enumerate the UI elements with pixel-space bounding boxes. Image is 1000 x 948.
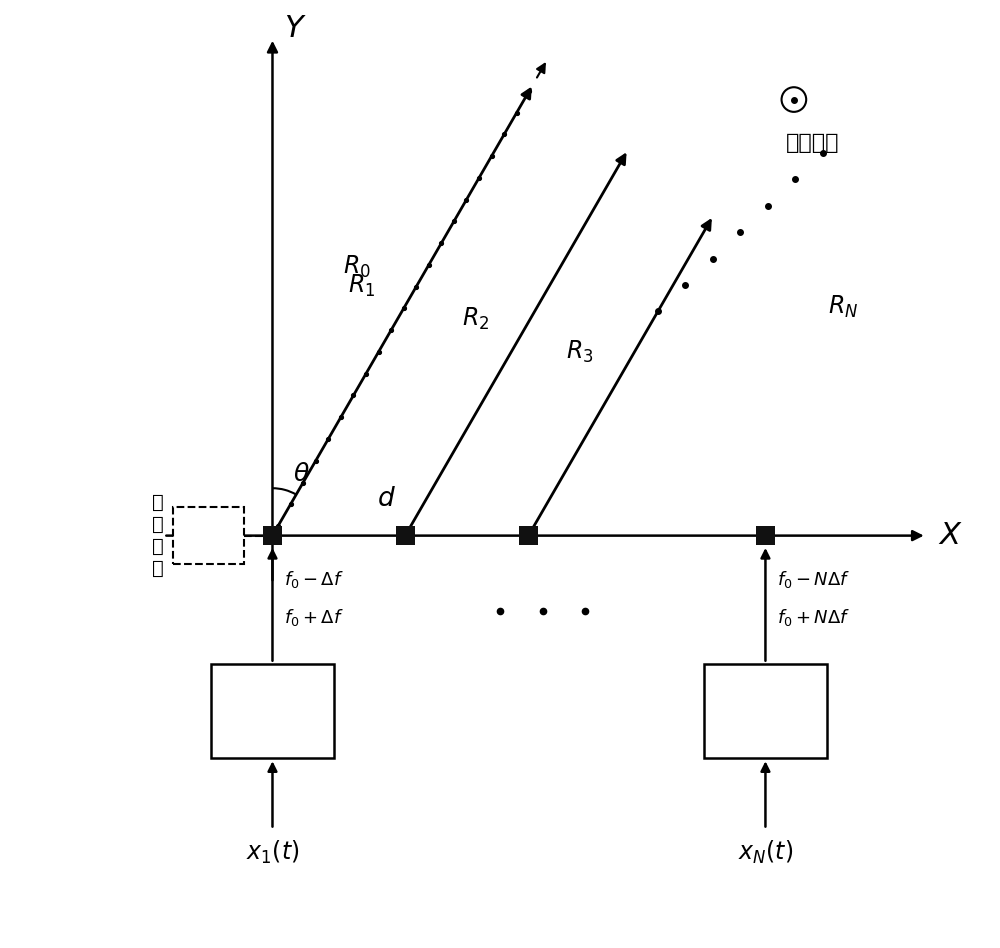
Bar [704,664,827,758]
Text: $R_N$: $R_N$ [828,294,858,319]
Text: $f_0-N\Delta f$: $f_0-N\Delta f$ [777,569,850,590]
Bar [263,526,282,545]
Text: $R_1$: $R_1$ [348,273,375,300]
Text: $R_3$: $R_3$ [566,338,594,365]
Text: $X$: $X$ [938,521,963,550]
Text: $R_2$: $R_2$ [462,306,489,332]
Bar [211,664,334,758]
Bar [173,507,244,564]
Text: 远场目标: 远场目标 [786,133,840,153]
Text: $f_0-\Delta f$: $f_0-\Delta f$ [284,569,344,590]
Text: $Y$: $Y$ [284,14,306,43]
Text: DSB调制
器: DSB调制 器 [240,690,305,732]
Text: $d$: $d$ [377,486,396,512]
Bar [519,526,538,545]
Text: $R_0$: $R_0$ [343,254,371,280]
Text: $f_0+N\Delta f$: $f_0+N\Delta f$ [777,607,850,628]
Bar [756,526,775,545]
Text: $x_N(t)$: $x_N(t)$ [738,839,793,866]
Text: DSB调制
器: DSB调制 器 [733,690,798,732]
Text: $\theta$: $\theta$ [293,462,309,486]
Text: $f_0+\Delta f$: $f_0+\Delta f$ [284,607,344,628]
Bar [396,526,415,545]
Text: 参
考
阵
元: 参 考 阵 元 [152,493,163,578]
Text: $x_1(t)$: $x_1(t)$ [246,839,299,866]
